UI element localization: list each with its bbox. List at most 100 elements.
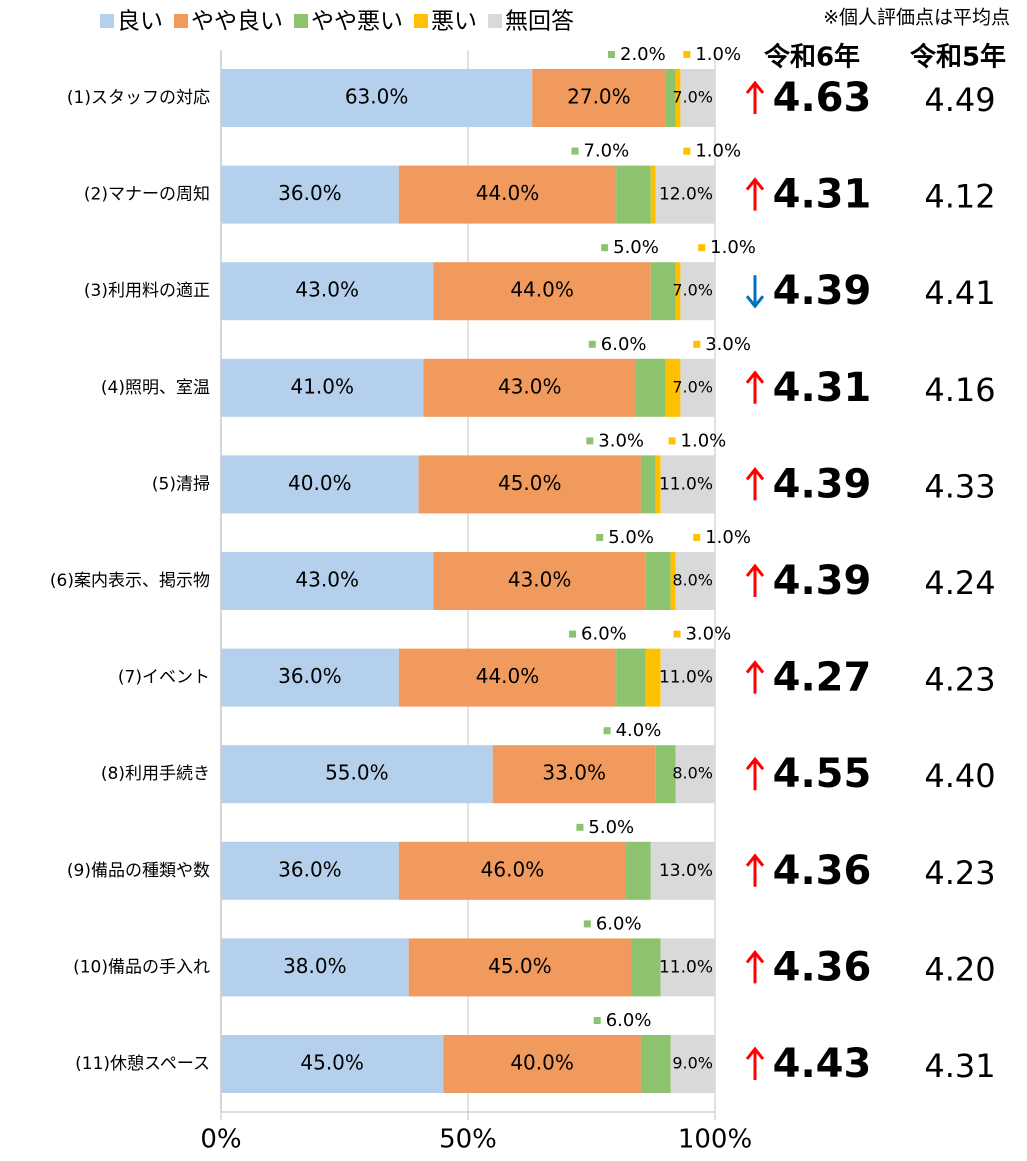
category-label: (2)マナーの周知 <box>84 185 210 205</box>
value-label: 9.0% <box>672 1054 713 1073</box>
label-marker <box>683 51 691 58</box>
score-r5: 4.23 <box>924 854 995 892</box>
bar-segment <box>532 69 666 127</box>
category-label: (9)備品の種類や数 <box>67 861 210 881</box>
score-r6: 4.27 <box>773 655 872 701</box>
value-label: 2.0% <box>620 44 666 65</box>
bar-segment <box>660 648 715 707</box>
bar-segment <box>221 358 424 417</box>
bar-segment <box>645 552 671 610</box>
label-marker <box>693 534 701 541</box>
category-label: (11)休憩スペース <box>75 1054 210 1074</box>
bar-segment <box>221 841 399 900</box>
category-label: (8)利用手続き <box>101 764 210 784</box>
value-label: 1.0% <box>705 527 751 548</box>
score-r5: 4.41 <box>924 274 995 312</box>
bar-segment <box>221 1035 444 1093</box>
value-label: 7.0% <box>672 281 713 300</box>
legend-swatch <box>294 14 308 28</box>
bar-segment <box>675 262 681 321</box>
label-marker <box>569 630 577 638</box>
value-label: 6.0% <box>601 334 647 355</box>
value-label: 33.0% <box>542 761 606 785</box>
score-r6: 4.31 <box>773 172 872 218</box>
bar-segment <box>443 1035 641 1093</box>
bar-segment <box>433 262 651 321</box>
score-r6: 4.31 <box>773 365 872 411</box>
category-label: (10)備品の手入れ <box>73 957 210 977</box>
score-r5: 4.23 <box>924 661 995 699</box>
score-r5: 4.33 <box>924 467 995 505</box>
bar-segment <box>221 69 533 127</box>
value-label: 43.0% <box>498 374 562 398</box>
score-r5: 4.24 <box>924 564 995 602</box>
legend-label: 悪い <box>431 9 477 35</box>
category-label: (6)案内表示、掲示物 <box>50 571 210 591</box>
label-marker <box>576 823 584 831</box>
bar-segment <box>221 648 399 707</box>
bar-segment <box>650 262 676 321</box>
value-label: 43.0% <box>295 568 359 592</box>
value-label: 7.0% <box>672 88 713 107</box>
value-label: 36.0% <box>278 664 342 688</box>
trend-arrow <box>745 177 765 211</box>
trend-arrow <box>745 466 765 501</box>
bar-segment <box>640 1035 671 1093</box>
score-header: 令和5年 <box>910 42 1006 73</box>
bar-segment <box>680 262 715 321</box>
bar-segment <box>670 552 676 610</box>
value-label: 11.0% <box>659 957 713 977</box>
value-label: 6.0% <box>596 913 642 934</box>
score-r5: 4.31 <box>924 1047 995 1085</box>
trend-arrow <box>745 1046 765 1080</box>
value-label: 45.0% <box>488 954 552 978</box>
value-label: 27.0% <box>567 85 631 109</box>
legend-label: やや良い <box>191 9 283 35</box>
score-r6: 4.36 <box>773 944 872 990</box>
label-marker <box>586 437 594 445</box>
trend-arrow <box>745 275 765 309</box>
value-label: 38.0% <box>283 954 347 978</box>
value-label: 44.0% <box>476 181 540 205</box>
x-tick-label: 50% <box>439 1125 497 1155</box>
bar-segment <box>655 165 715 224</box>
bar-segment <box>655 455 661 514</box>
legend-label: 良い <box>117 9 163 35</box>
label-marker <box>601 244 609 252</box>
value-label: 7.0% <box>583 141 629 162</box>
bar-segment <box>675 745 715 804</box>
bar-segment <box>221 165 399 224</box>
score-r6: 4.63 <box>773 75 872 121</box>
value-label: 3.0% <box>685 624 731 645</box>
note: ※個人評価点は平均点 <box>823 7 1010 29</box>
value-label: 5.0% <box>588 817 634 838</box>
score-r5: 4.40 <box>924 757 995 795</box>
score-r5: 4.16 <box>924 371 995 409</box>
score-r6: 4.39 <box>773 461 872 507</box>
legend-label: やや悪い <box>311 9 403 35</box>
legend-label: 無回答 <box>505 9 574 35</box>
value-label: 12.0% <box>659 185 713 205</box>
value-label: 40.0% <box>510 1051 574 1075</box>
value-label: 36.0% <box>278 181 342 205</box>
label-marker <box>583 920 591 928</box>
value-label: 44.0% <box>476 664 540 688</box>
trend-arrow <box>745 80 765 114</box>
value-label: 44.0% <box>510 278 574 302</box>
value-label: 1.0% <box>681 430 727 451</box>
bar-segment <box>616 165 651 224</box>
label-marker <box>608 51 615 58</box>
value-label: 41.0% <box>290 374 354 398</box>
bar-segment <box>680 358 715 417</box>
label-marker <box>683 147 691 155</box>
trend-arrow <box>745 563 765 597</box>
bar-segment <box>418 455 641 514</box>
score-r6: 4.43 <box>773 1041 872 1087</box>
value-label: 13.0% <box>659 861 713 881</box>
legend-swatch <box>414 14 428 28</box>
trend-arrow <box>745 660 765 694</box>
bar-segment <box>635 358 666 417</box>
bar-segment <box>492 745 656 804</box>
value-label: 5.0% <box>613 237 659 258</box>
bar-segment <box>655 745 676 804</box>
